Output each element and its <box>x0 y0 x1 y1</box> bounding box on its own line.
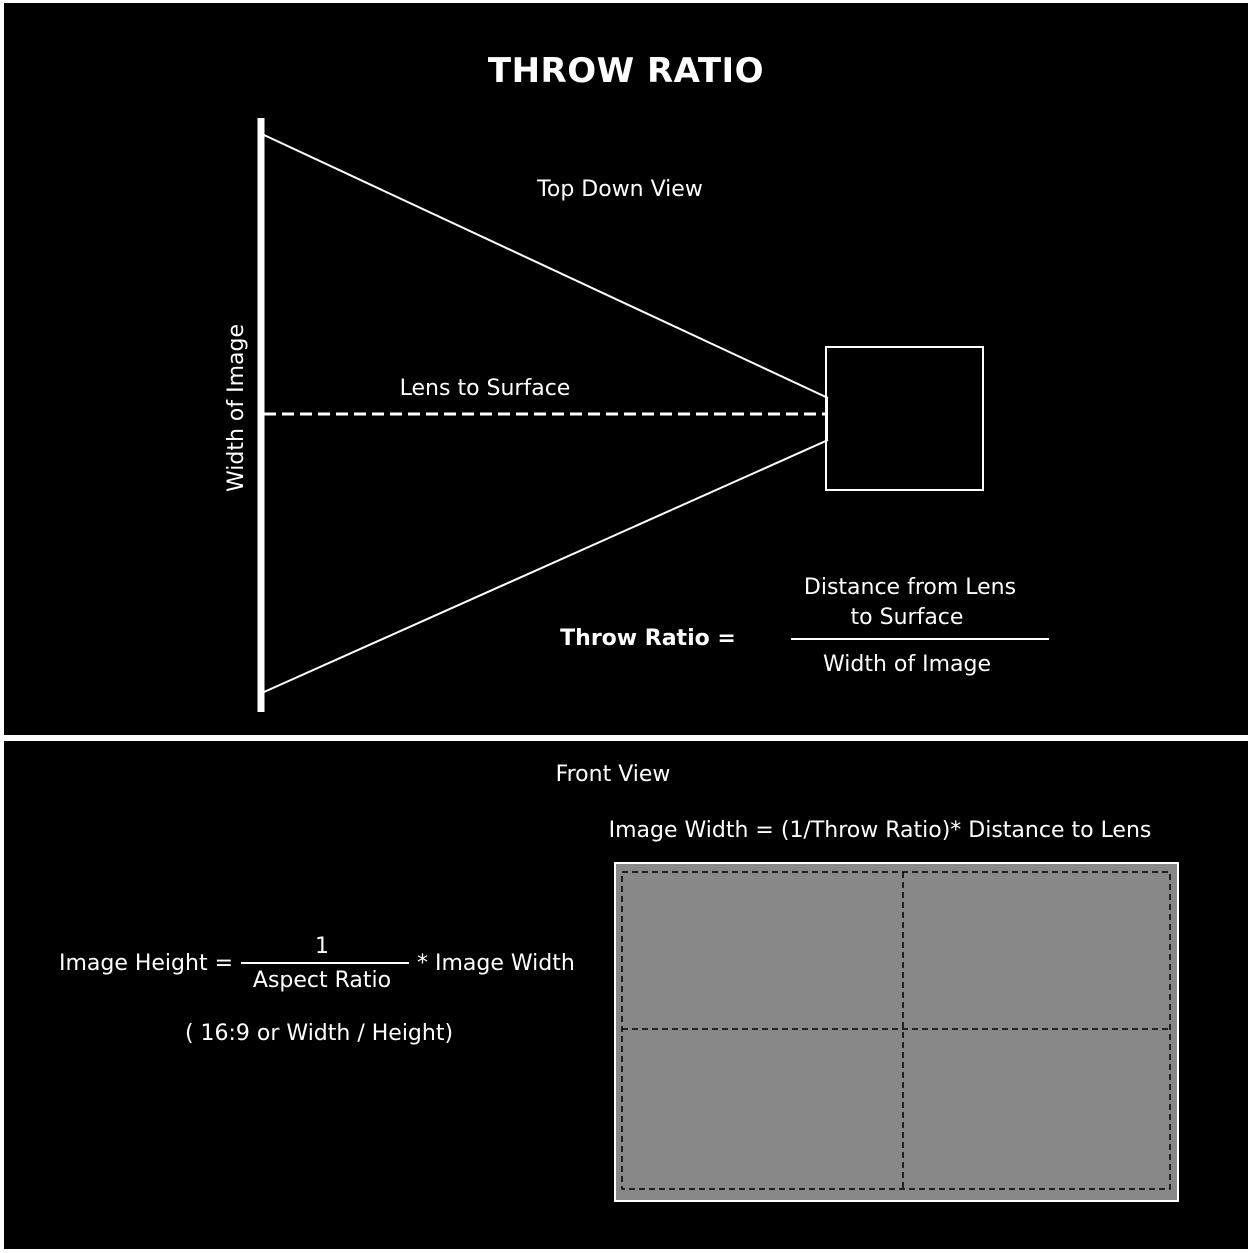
top-panel-background <box>4 3 1248 735</box>
throw-ratio-numerator-line2: to Surface <box>851 605 964 630</box>
width-of-image-label: Width of Image <box>224 324 249 492</box>
throw-ratio-denominator: Width of Image <box>823 652 991 677</box>
projection-cone-upper-edge <box>263 134 829 399</box>
image-height-formula-lhs: Image Height = <box>59 951 233 976</box>
image-height-denominator: Aspect Ratio <box>253 968 391 993</box>
diagram-title: THROW RATIO <box>488 51 764 91</box>
image-width-formula: Image Width = (1/Throw Ratio)* Distance … <box>609 818 1152 843</box>
top-view-label: Top Down View <box>536 177 703 202</box>
screen-safe-area <box>621 871 1171 1190</box>
throw-ratio-numerator-line1: Distance from Lens <box>804 575 1016 600</box>
lens-to-surface-label: Lens to Surface <box>400 376 571 401</box>
projection-cone-lower-edge <box>263 439 829 693</box>
image-height-formula-rhs: * Image Width <box>417 951 575 976</box>
image-height-numerator: 1 <box>315 934 329 959</box>
projected-screen <box>614 862 1179 1202</box>
aspect-ratio-note: ( 16:9 or Width / Height) <box>185 1021 453 1046</box>
projector-body <box>825 346 984 491</box>
throw-ratio-formula-lhs: Throw Ratio = <box>560 626 736 651</box>
front-view-label: Front View <box>556 762 671 787</box>
